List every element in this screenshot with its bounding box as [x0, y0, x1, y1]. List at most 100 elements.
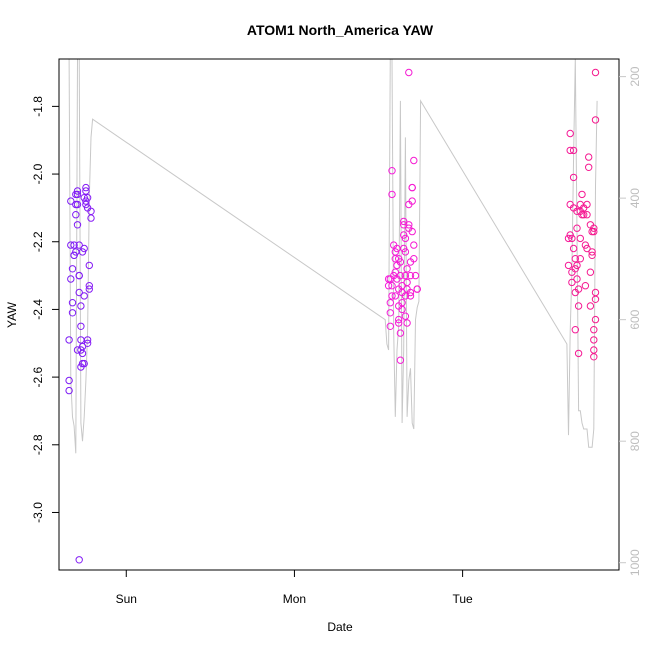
y2-tick-label: 400: [628, 188, 642, 208]
data-point: [590, 326, 598, 334]
data-point: [73, 187, 82, 195]
data-point: [67, 275, 75, 283]
data-point: [568, 234, 576, 243]
data-point: [82, 197, 90, 205]
data-point: [396, 329, 405, 337]
data-point: [410, 241, 418, 249]
data-point: [72, 190, 80, 199]
y-tick-label: -3.0: [31, 502, 45, 523]
data-point: [391, 248, 399, 256]
x-tick-label: Sun: [116, 592, 137, 606]
data-point: [65, 336, 73, 344]
x-tick-label: Tue: [452, 592, 473, 606]
data-point: [411, 271, 420, 280]
data-point: [590, 353, 598, 361]
data-point: [590, 346, 598, 354]
data-point: [401, 271, 410, 280]
data-point: [395, 315, 403, 324]
data-point: [581, 241, 590, 249]
data-point: [583, 244, 591, 253]
y-axis: -3.0 -2.8 -2.6 -2.4 -2.2 -2.0 -1.8: [31, 96, 59, 523]
data-point: [569, 244, 578, 253]
data-point: [77, 322, 85, 330]
chart-title: ATOM1 North_America YAW: [247, 22, 434, 38]
data-point: [400, 244, 408, 253]
data-point: [581, 282, 590, 290]
data-point: [583, 200, 591, 209]
data-point: [391, 268, 399, 276]
data-point: [400, 231, 408, 239]
data-point: [588, 251, 596, 260]
secondary-line-layer: [68, 59, 598, 454]
data-point: [388, 190, 396, 199]
data-point: [82, 200, 90, 209]
secondary-series-line: [68, 59, 598, 454]
data-point: [68, 309, 77, 317]
data-point: [573, 207, 581, 216]
data-point: [408, 183, 416, 192]
data-point: [591, 295, 600, 303]
data-point: [590, 336, 598, 344]
data-point: [68, 299, 77, 307]
data-point: [75, 288, 83, 297]
data-point: [564, 234, 573, 243]
data-point: [68, 265, 77, 273]
data-point: [386, 299, 394, 307]
plot-frame: [58, 58, 620, 571]
data-point: [403, 265, 411, 273]
data-point: [398, 282, 406, 290]
data-point: [388, 292, 396, 300]
data-point: [401, 248, 410, 256]
data-point: [70, 241, 78, 249]
data-point: [72, 211, 80, 219]
data-point: [401, 292, 410, 300]
data-point: [77, 302, 85, 310]
data-point: [384, 282, 393, 290]
y-tick-label: -2.0: [31, 163, 45, 184]
data-point: [83, 339, 92, 347]
data-point: [574, 302, 583, 310]
scatter-points-layer: [65, 68, 600, 564]
data-point: [408, 227, 416, 236]
data-point: [576, 255, 584, 263]
data-point: [573, 224, 581, 232]
data-point: [405, 221, 413, 229]
data-point: [410, 156, 418, 165]
data-point: [588, 248, 596, 256]
x-tick-label: Mon: [283, 592, 306, 606]
data-point: [75, 271, 83, 280]
data-point: [591, 288, 600, 297]
data-point: [80, 292, 88, 300]
data-point: [73, 200, 82, 209]
data-point: [396, 356, 405, 364]
data-point: [65, 386, 73, 395]
data-point: [566, 146, 574, 155]
data-point: [396, 271, 405, 280]
data-point: [569, 146, 578, 155]
data-point: [82, 187, 90, 195]
data-point: [80, 194, 88, 202]
data-point: [83, 336, 92, 344]
data-point: [406, 288, 415, 297]
data-point: [413, 285, 421, 293]
data-point: [576, 234, 584, 243]
data-point: [70, 251, 78, 260]
data-point: [398, 299, 406, 307]
data-point: [591, 116, 600, 124]
data-point: [401, 234, 410, 243]
data-point: [395, 319, 403, 327]
data-point: [566, 129, 574, 138]
data-point: [73, 346, 82, 354]
data-point: [65, 376, 73, 385]
data-point: [408, 197, 416, 205]
y2-tick-label: 800: [628, 431, 642, 451]
data-point: [590, 227, 598, 236]
data-point: [574, 285, 583, 293]
data-point: [67, 241, 75, 249]
data-point: [85, 282, 94, 290]
data-point: [573, 261, 581, 270]
y-axis-label: YAW: [5, 301, 19, 328]
data-point: [586, 268, 595, 276]
y2-tick-label: 1000: [628, 549, 642, 576]
